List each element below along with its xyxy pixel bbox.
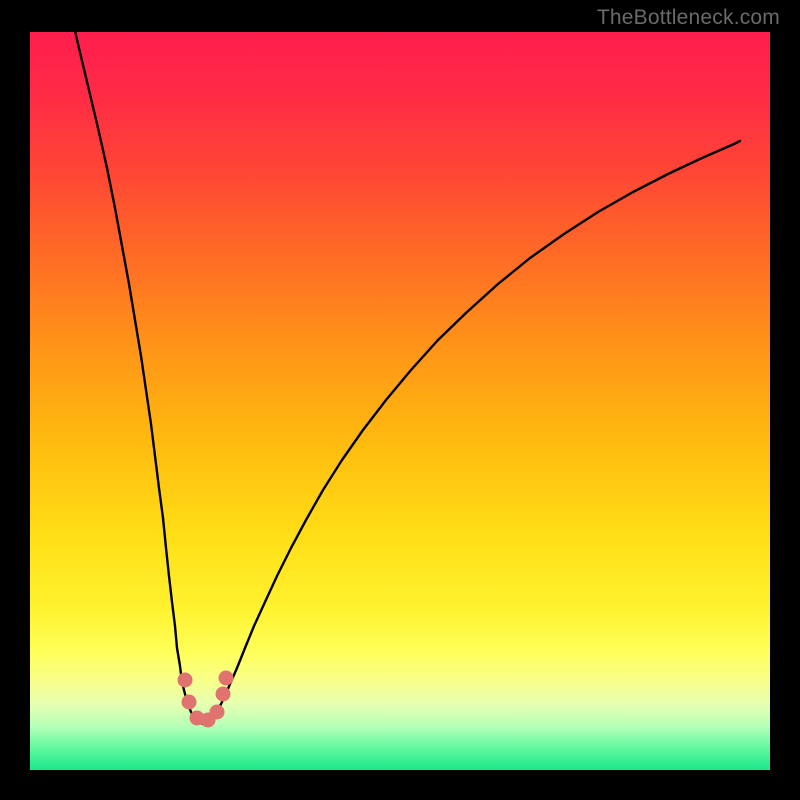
curve-marker-dot [178,673,193,688]
gradient-background [30,32,770,770]
curve-marker-dot [182,695,197,710]
curve-marker-dot [210,705,225,720]
curve-marker-dot [216,687,231,702]
chart-svg [30,32,770,770]
chart-plot-area [30,32,770,770]
watermark-text: TheBottleneck.com [597,6,780,30]
curve-marker-dot [219,671,234,686]
